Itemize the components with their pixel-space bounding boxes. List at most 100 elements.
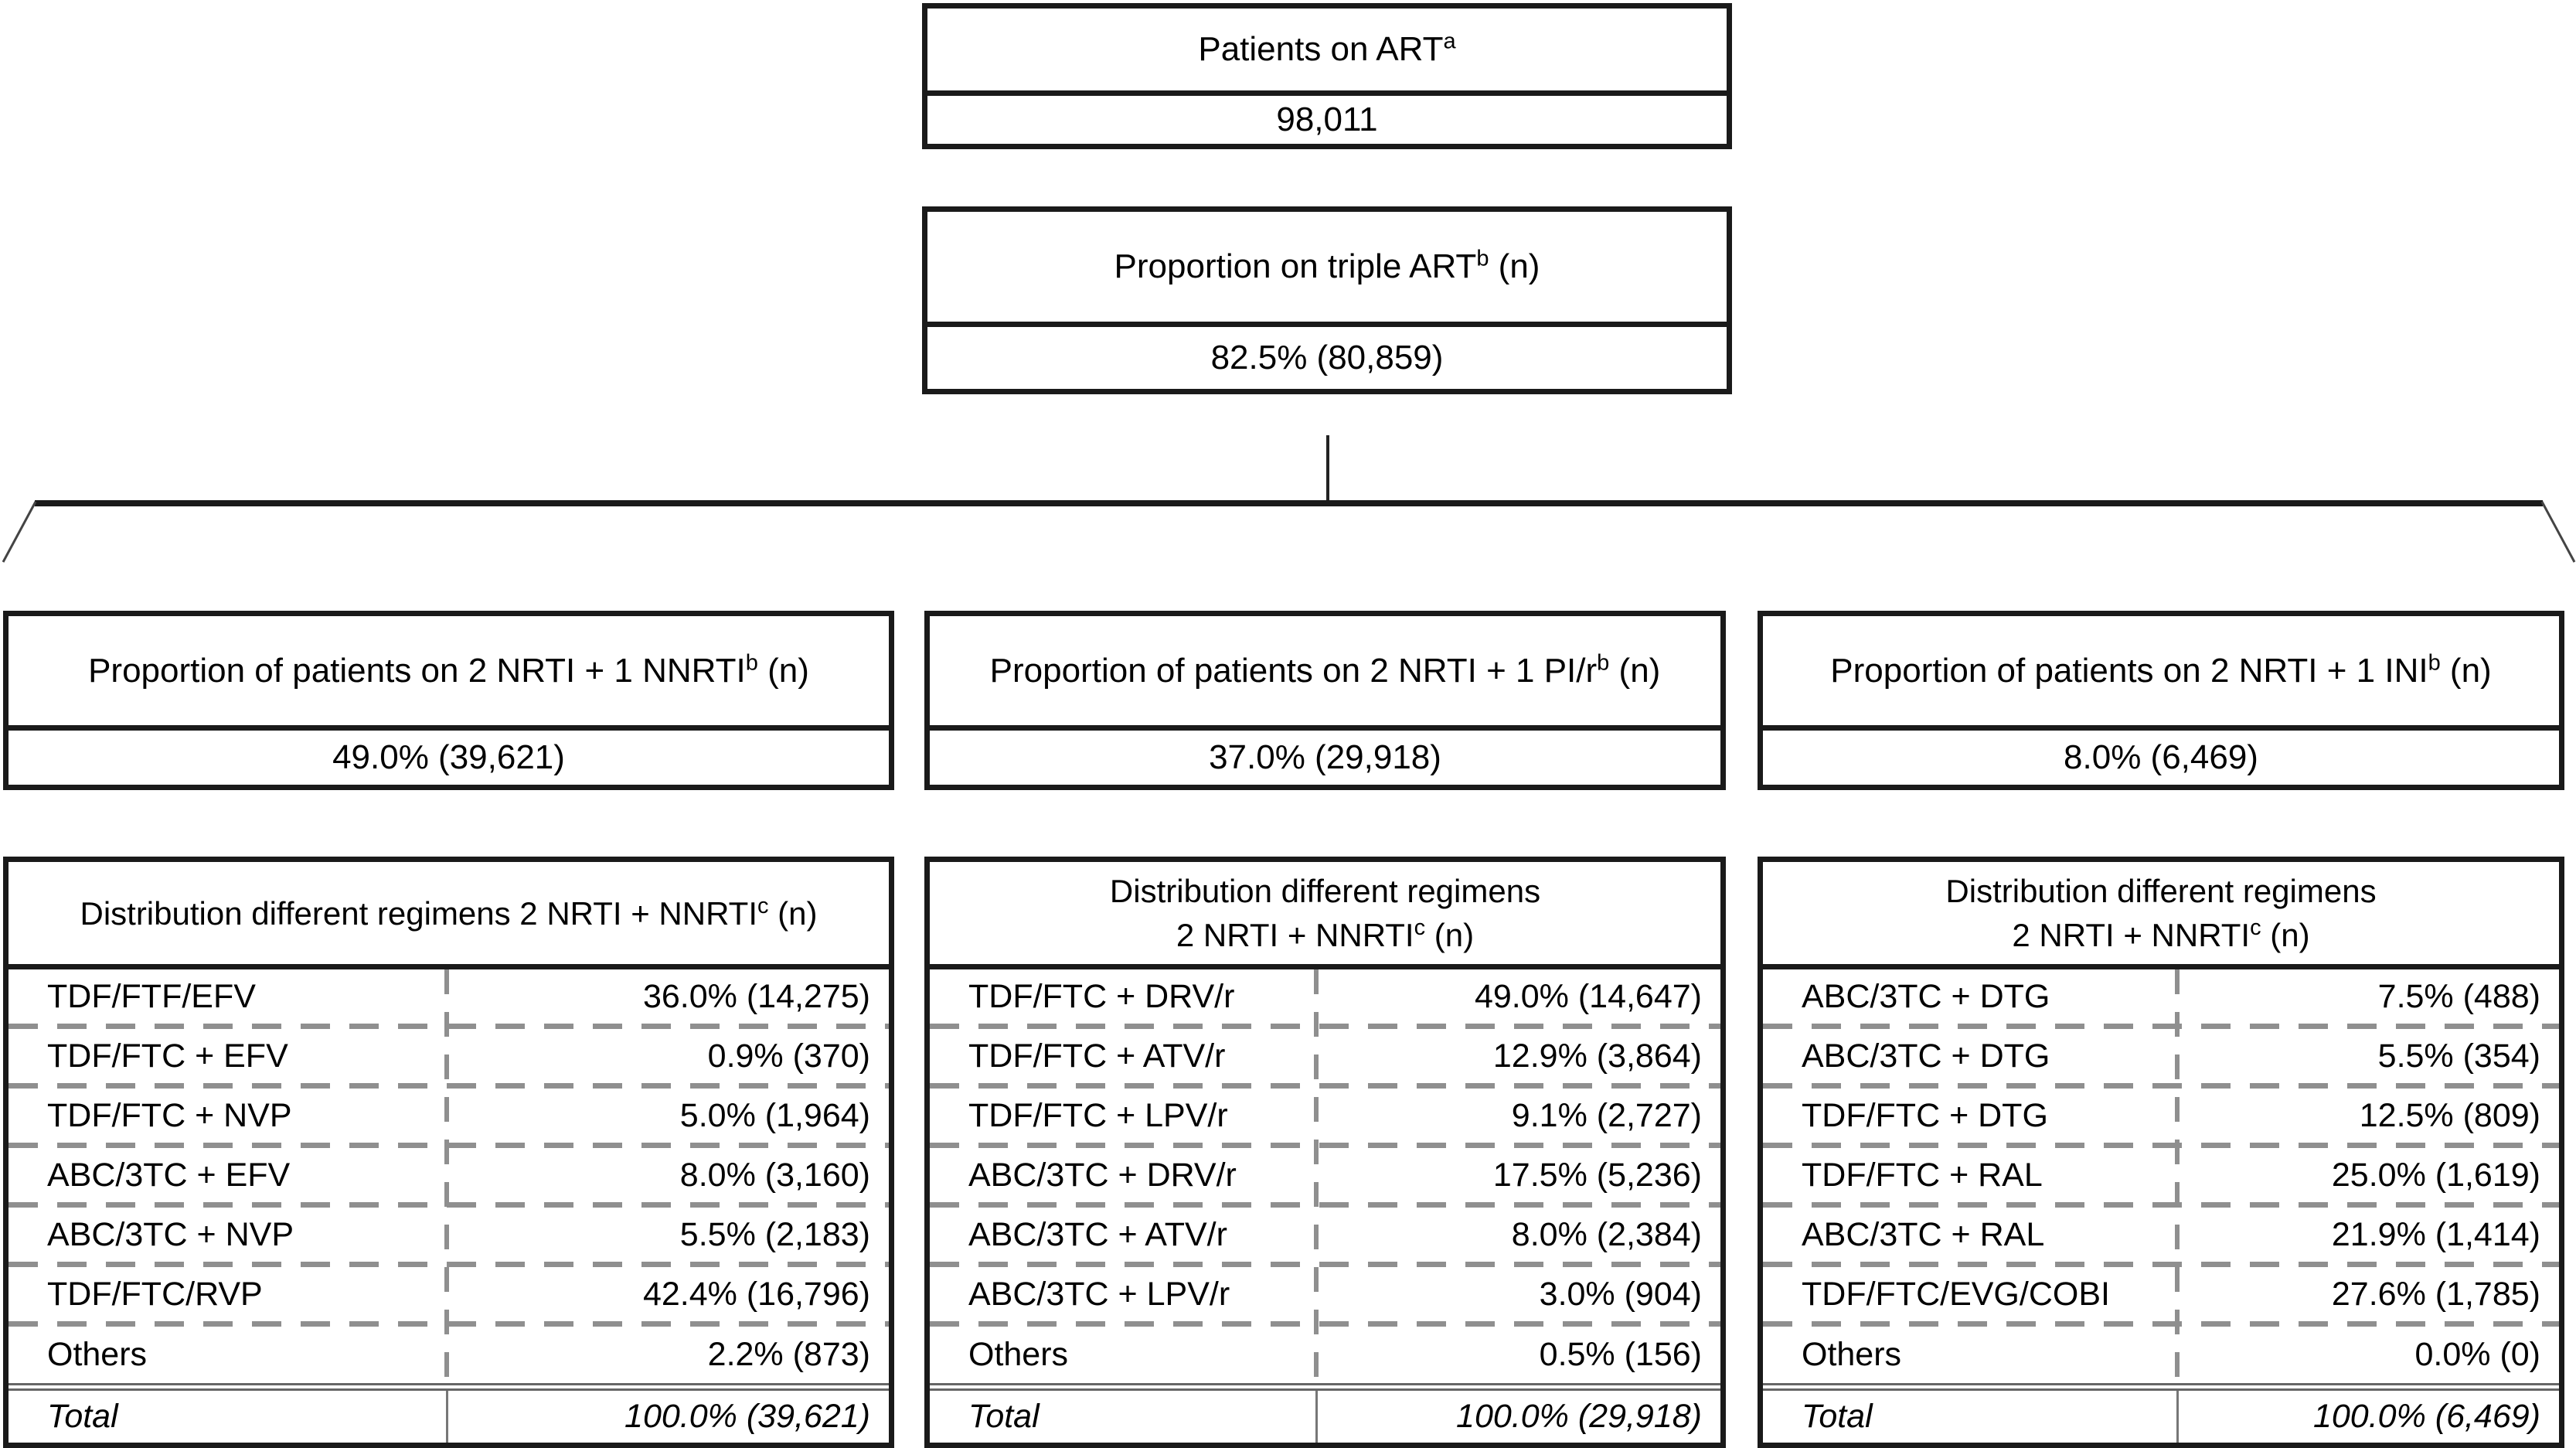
regimen-label: ABC/3TC + RAL xyxy=(1802,1215,2045,1253)
regimen-table-pir: Distribution different regimens 2 NRTI +… xyxy=(924,857,1726,1448)
table-row: TDF/FTC + RAL 25.0% (1,619) xyxy=(1763,1148,2559,1202)
box-title: Proportion of patients on 2 NRTI + 1 INI… xyxy=(1763,616,2559,731)
regimen-label: ABC/3TC + DTG xyxy=(1802,1037,2050,1075)
box-value: 49.0% (39,621) xyxy=(332,738,565,776)
total-value: 100.0% (6,469) xyxy=(2312,1398,2540,1435)
regimen-label: Others xyxy=(1802,1336,1902,1373)
regimen-value: 0.9% (370) xyxy=(707,1037,870,1075)
total-label: Total xyxy=(1802,1398,1873,1435)
total-value: 100.0% (39,621) xyxy=(624,1398,870,1435)
regimen-label: Others xyxy=(47,1336,148,1373)
box-title: Proportion of patients on 2 NRTI + 1 NNR… xyxy=(9,616,889,731)
regimen-value: 5.5% (2,183) xyxy=(679,1215,870,1253)
box-title: Proportion on triple ARTb (n) xyxy=(927,212,1727,327)
table-header-text: Distribution different regimens xyxy=(1109,873,1541,909)
table-header-text: 2 NRTI + NNRTI xyxy=(2012,917,2251,953)
table-row: TDF/FTC + LPV/r 9.1% (2,727) xyxy=(930,1089,1720,1143)
column-divider-solid xyxy=(446,1391,449,1443)
regimen-value: 12.5% (809) xyxy=(2359,1096,2540,1134)
row-separator-dashed xyxy=(930,1321,1720,1327)
triple-art-box: Proportion on triple ARTb (n) 82.5% (80,… xyxy=(922,206,1732,394)
regimen-label: ABC/3TC + DRV/r xyxy=(968,1156,1237,1194)
regimen-value: 2.2% (873) xyxy=(707,1336,870,1373)
table-row: ABC/3TC + DTG 5.5% (354) xyxy=(1763,1029,2559,1083)
table-body: ABC/3TC + DTG 7.5% (488) ABC/3TC + DTG 5.5%… xyxy=(1763,969,2559,1443)
table-header-suffix: (n) xyxy=(1425,917,1475,953)
table-header: Distribution different regimens 2 NRTI +… xyxy=(9,862,889,969)
regimen-label: TDF/FTC + NVP xyxy=(47,1096,292,1134)
regimen-label: TDF/FTC + EFV xyxy=(47,1037,288,1075)
table-row: ABC/3TC + RAL 21.9% (1,414) xyxy=(1763,1208,2559,1262)
regimen-table-nnrti: Distribution different regimens 2 NRTI +… xyxy=(3,857,894,1448)
row-separator-dashed xyxy=(930,1024,1720,1029)
proportion-nnrti-box: Proportion of patients on 2 NRTI + 1 NNR… xyxy=(3,611,894,790)
row-separator-dashed xyxy=(930,1143,1720,1148)
regimen-value: 3.0% (904) xyxy=(1539,1275,1702,1313)
regimen-label: TDF/FTC/RVP xyxy=(47,1275,263,1313)
footnote-sup: b xyxy=(745,649,758,675)
row-separator-dashed xyxy=(1763,1083,2559,1089)
box-title-suffix: (n) xyxy=(1609,651,1661,690)
regimen-label: ABC/3TC + LPV/r xyxy=(968,1275,1230,1313)
table-body: TDF/FTC + DRV/r 49.0% (14,647) TDF/FTC + A… xyxy=(930,969,1720,1443)
regimen-value: 7.5% (488) xyxy=(2377,977,2540,1015)
footnote-sup: c xyxy=(757,893,769,918)
table-row: Others 0.5% (156) xyxy=(930,1327,1720,1383)
regimen-table-ini: Distribution different regimens 2 NRTI +… xyxy=(1758,857,2564,1448)
table-row: TDF/FTC/RVP 42.4% (16,796) xyxy=(9,1267,889,1321)
regimen-value: 42.4% (16,796) xyxy=(642,1275,870,1313)
table-total-row: Total 100.0% (29,918) xyxy=(930,1391,1720,1443)
regimen-value: 25.0% (1,619) xyxy=(2331,1156,2540,1194)
footnote-sup: a xyxy=(1443,29,1456,54)
table-header-line: Distribution different regimens xyxy=(1110,869,1540,913)
table-header-line: 2 NRTI + NNRTIc (n) xyxy=(2012,913,2309,957)
box-title-text: Patients on ART xyxy=(1198,30,1444,68)
patients-on-art-box: Patients on ARTa 98,011 xyxy=(922,3,1732,149)
regimen-label: ABC/3TC + ATV/r xyxy=(968,1215,1227,1253)
table-header-text: Distribution different regimens 2 NRTI +… xyxy=(80,894,757,932)
box-title-text: Proportion on triple ART xyxy=(1114,247,1477,285)
total-label: Total xyxy=(968,1398,1040,1435)
table-total-row: Total 100.0% (39,621) xyxy=(9,1391,889,1443)
footnote-sup: b xyxy=(1476,246,1489,271)
column-divider-dashed xyxy=(2174,969,2180,1383)
row-separator-dashed xyxy=(1763,1262,2559,1267)
table-row: TDF/FTC + EFV 0.9% (370) xyxy=(9,1029,889,1083)
table-header-text: Distribution different regimens xyxy=(1945,873,2377,909)
box-title-text: Proportion of patients on 2 NRTI + 1 NNR… xyxy=(88,651,746,690)
table-header-line: Distribution different regimens xyxy=(1945,869,2376,913)
box-title-suffix: (n) xyxy=(2440,651,2492,690)
regimen-label: TDF/FTC + DRV/r xyxy=(968,977,1235,1015)
regimen-value: 21.9% (1,414) xyxy=(2331,1215,2540,1253)
regimen-value: 5.5% (354) xyxy=(2377,1037,2540,1075)
table-header-text: 2 NRTI + NNRTI xyxy=(1176,917,1414,953)
total-value: 100.0% (29,918) xyxy=(1456,1398,1702,1435)
column-divider-dashed xyxy=(444,969,450,1383)
table-body: TDF/FTF/EFV 36.0% (14,275) TDF/FTC + EFV 0.… xyxy=(9,969,889,1443)
regimen-value: 5.0% (1,964) xyxy=(679,1096,870,1134)
box-value: 82.5% (80,859) xyxy=(1210,339,1444,376)
table-row: ABC/3TC + DRV/r 17.5% (5,236) xyxy=(930,1148,1720,1202)
footnote-sup: b xyxy=(2428,649,2441,675)
table-header-line: Distribution different regimens 2 NRTI +… xyxy=(80,891,817,935)
regimen-value: 17.5% (5,236) xyxy=(1492,1156,1702,1194)
regimen-value: 9.1% (2,727) xyxy=(1511,1096,1702,1134)
footnote-sup: c xyxy=(2250,915,2261,940)
table-header-suffix: (n) xyxy=(768,894,818,932)
regimen-label: TDF/FTF/EFV xyxy=(47,977,256,1015)
box-title-text: Proportion of patients on 2 NRTI + 1 INI xyxy=(1830,651,2428,690)
table-row: ABC/3TC + ATV/r 8.0% (2,384) xyxy=(930,1208,1720,1262)
table-total-row: Total 100.0% (6,469) xyxy=(1763,1391,2559,1443)
row-separator-dashed xyxy=(1763,1202,2559,1208)
regimen-value: 49.0% (14,647) xyxy=(1474,977,1702,1015)
left-slant-line xyxy=(2,501,37,563)
row-separator-dashed xyxy=(1763,1024,2559,1029)
table-row: ABC/3TC + NVP 5.5% (2,183) xyxy=(9,1208,889,1262)
regimen-label: ABC/3TC + EFV xyxy=(47,1156,291,1194)
proportion-ini-box: Proportion of patients on 2 NRTI + 1 INI… xyxy=(1758,611,2564,790)
table-row: ABC/3TC + LPV/r 3.0% (904) xyxy=(930,1267,1720,1321)
box-value: 8.0% (6,469) xyxy=(2064,738,2258,776)
regimen-value: 8.0% (3,160) xyxy=(679,1156,870,1194)
table-row: Others 2.2% (873) xyxy=(9,1327,889,1383)
